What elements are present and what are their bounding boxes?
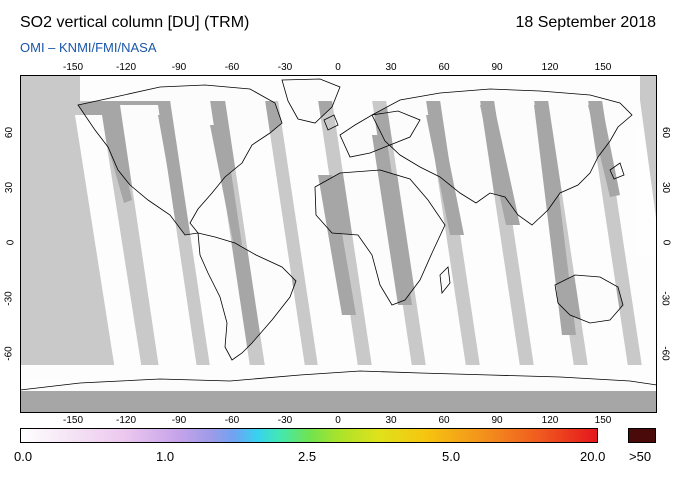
lon-tick-top: 120 (541, 62, 559, 73)
data-credit: OMI – KNMI/FMI/NASA (20, 40, 157, 55)
scale-label-max: 20.0 (580, 449, 606, 464)
color-scale-bar (20, 428, 598, 443)
map-date: 18 September 2018 (515, 14, 656, 31)
world-map (20, 75, 657, 413)
lon-tick-bottom: 30 (385, 415, 397, 426)
scale-label: 5.0 (442, 449, 461, 464)
lat-tick-right: -60 (659, 346, 671, 361)
map-title: SO2 vertical column [DU] (TRM) (20, 14, 250, 31)
lat-tick-left: 60 (4, 126, 16, 139)
lon-tick-bottom: 60 (438, 415, 450, 426)
lon-tick-top: -30 (277, 62, 293, 73)
lon-tick-bottom: -30 (277, 415, 293, 426)
lat-tick-right: 30 (660, 181, 672, 194)
lon-tick-bottom: -60 (224, 415, 240, 426)
lon-tick-bottom: 90 (491, 415, 503, 426)
lon-tick-top: -150 (62, 62, 84, 73)
lat-tick-left: -30 (3, 291, 15, 306)
lon-tick-bottom: -90 (171, 415, 187, 426)
lat-tick-right: 60 (660, 126, 672, 139)
lon-tick-top: 0 (335, 62, 341, 73)
lon-tick-top: 30 (385, 62, 397, 73)
coastlines (20, 78, 657, 391)
lon-tick-bottom: 0 (335, 415, 341, 426)
lon-tick-top: 60 (438, 62, 450, 73)
lat-tick-left: -60 (3, 346, 15, 361)
lon-tick-bottom: -150 (62, 415, 84, 426)
lon-tick-top: 90 (491, 62, 503, 73)
lon-tick-top: -120 (115, 62, 137, 73)
lat-tick-right: -30 (659, 291, 671, 306)
lat-tick-left: 0 (5, 239, 17, 246)
lon-tick-bottom: 120 (541, 415, 559, 426)
lon-tick-bottom: 150 (594, 415, 612, 426)
scale-label-overflow: >50 (629, 449, 652, 464)
scale-label: 2.5 (298, 449, 317, 464)
lon-tick-top: 150 (594, 62, 612, 73)
lon-tick-bottom: -120 (115, 415, 137, 426)
scale-label-min: 0.0 (14, 449, 33, 464)
overflow-color-swatch (628, 428, 656, 443)
lat-tick-right: 0 (660, 239, 672, 246)
satellite-swaths (20, 75, 657, 391)
map-panel: -150 -120 -90 -60 -30 0 30 60 90 120 150… (4, 62, 672, 426)
lat-tick-left: 30 (4, 181, 16, 194)
lon-tick-top: -60 (224, 62, 240, 73)
lon-tick-top: -90 (171, 62, 187, 73)
scale-label: 1.0 (156, 449, 175, 464)
land-gaps (108, 105, 620, 335)
